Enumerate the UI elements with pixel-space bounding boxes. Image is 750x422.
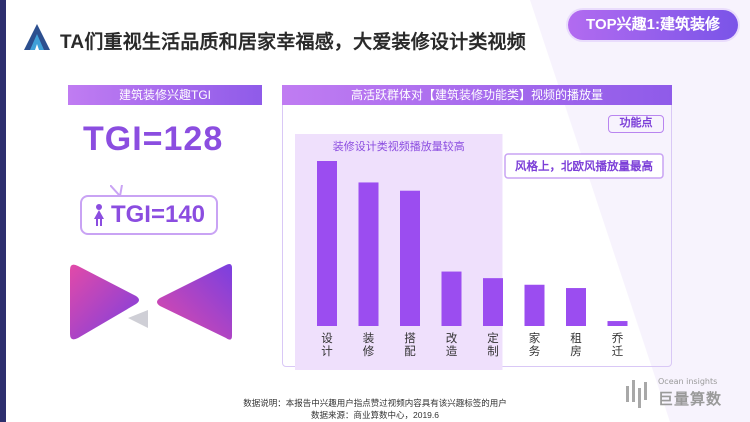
highlight-region-label: 装修设计类视频播放量较高 bbox=[333, 139, 465, 153]
tick-label-装修: 装修 bbox=[363, 332, 375, 358]
tick-label-搭配: 搭配 bbox=[404, 332, 416, 358]
page-title: TA们重视生活品质和居家幸福感，大爱装修设计类视频 bbox=[60, 32, 526, 53]
female-icon bbox=[93, 204, 104, 226]
bar-定制 bbox=[483, 278, 503, 326]
bar-设计 bbox=[317, 161, 337, 326]
tick-label-设计: 设计 bbox=[321, 332, 333, 358]
interest-tag: TOP兴趣1:建筑装修 bbox=[568, 10, 738, 40]
left-accent-stripe bbox=[0, 0, 6, 422]
bar-租房 bbox=[566, 288, 586, 326]
footnote-source: 数据来源：商业算数中心，2019.6 bbox=[311, 410, 439, 420]
chart-panel-header: 高活跃群体对【建筑装修功能类】视频的播放量 bbox=[282, 85, 672, 105]
play-triangles-decoration bbox=[70, 264, 232, 340]
tick-label-定制: 定制 bbox=[487, 331, 499, 358]
female-tgi-callout: TGI=140 bbox=[80, 195, 218, 235]
bar-搭配 bbox=[400, 190, 420, 326]
bar-乔迁 bbox=[607, 321, 628, 326]
annotation-box bbox=[504, 153, 664, 179]
tick-label-家务: 家务 bbox=[529, 331, 541, 358]
background-decoration bbox=[530, 0, 750, 422]
brand-logo-icon bbox=[626, 380, 647, 408]
bar-装修 bbox=[358, 182, 379, 326]
tgi-header: 建筑装修兴趣TGI bbox=[68, 85, 262, 105]
footnote-explanation: 数据说明：本报告中兴趣用户指点赞过视频内容具有该兴趣标签的用户 bbox=[243, 398, 507, 408]
logo-icon bbox=[24, 24, 50, 50]
bar-chart: 装修设计类视频播放量较高 设计 装修 搭配 改造 定制 家务 租房 乔迁 风格上，北欧风播放量… bbox=[295, 134, 664, 370]
tick-label-改造: 改造 bbox=[446, 331, 458, 358]
tick-label-租房: 租房 bbox=[570, 332, 582, 358]
tgi-value: TGI=128 bbox=[83, 120, 224, 158]
bar-家务 bbox=[524, 284, 545, 326]
brand-english: Ocean insights bbox=[658, 377, 718, 386]
bar-改造 bbox=[441, 271, 462, 326]
female-tgi-value: TGI=140 bbox=[110, 201, 206, 228]
tick-label-乔迁: 乔迁 bbox=[612, 332, 624, 358]
brand-chinese: 巨量算数 bbox=[658, 391, 723, 408]
annotation-text: 风格上，北欧风播放量最高 bbox=[515, 159, 653, 173]
feature-tag: 功能点 bbox=[608, 115, 664, 133]
